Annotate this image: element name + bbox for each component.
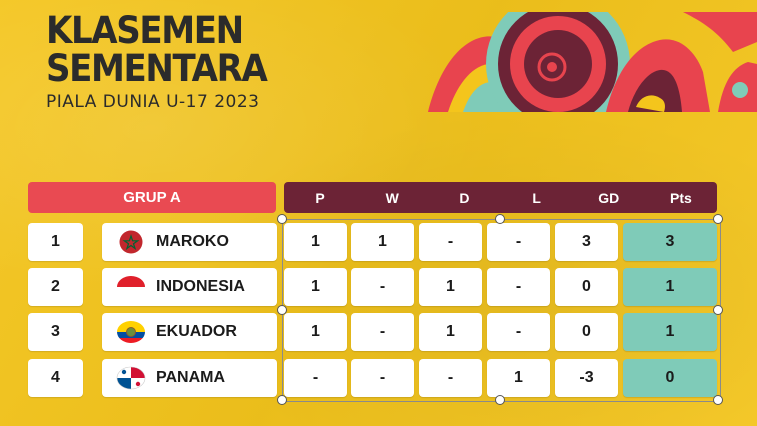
resize-handle-bottom-right[interactable] (713, 395, 723, 405)
stat-cell-goal-difference: 0 (555, 313, 618, 351)
column-header-goal-difference: GD (598, 189, 620, 206)
stat-cell-goal-difference: 3 (555, 223, 618, 261)
resize-handle-left[interactable] (277, 305, 287, 315)
stat-cell-played: 1 (284, 268, 347, 306)
ecuador-flag-icon (117, 321, 145, 343)
page-title-line1: KLASEMEN (46, 9, 244, 52)
stat-cell-goal-difference: -3 (555, 359, 618, 397)
group-header: GRUP A (28, 182, 276, 213)
stat-cell-lost: - (487, 223, 550, 261)
rank-cell: 1 (28, 223, 83, 261)
resize-handle-right[interactable] (713, 305, 723, 315)
resize-handle-top[interactable] (495, 214, 505, 224)
stat-cell-drawn: - (419, 359, 482, 397)
column-header-drawn: D (459, 189, 470, 206)
stat-cell-won: - (351, 359, 414, 397)
stat-cell-points: 0 (623, 359, 717, 397)
stat-cell-lost: - (487, 268, 550, 306)
panama-flag-icon (116, 366, 146, 390)
resize-handle-top-left[interactable] (277, 214, 287, 224)
stat-cell-played: 1 (284, 223, 347, 261)
stat-cell-drawn: - (419, 223, 482, 261)
stat-cell-won: - (351, 313, 414, 351)
stat-cell-points: 1 (623, 313, 717, 351)
column-header-played: P (315, 189, 325, 206)
team-cell: MAROKO (102, 223, 277, 261)
team-cell: PANAMA (102, 359, 277, 397)
stat-cell-played: - (284, 359, 347, 397)
stat-cell-goal-difference: 0 (555, 268, 618, 306)
rank-cell: 2 (28, 268, 83, 306)
stat-cell-won: 1 (351, 223, 414, 261)
rank-cell: 4 (28, 359, 83, 397)
team-name: INDONESIA (156, 278, 245, 295)
stat-cell-lost: 1 (487, 359, 550, 397)
column-header-points: Pts (670, 189, 692, 206)
column-header-bar: P W D L GD Pts (284, 182, 717, 213)
resize-handle-top-right[interactable] (713, 214, 723, 224)
team-name: EKUADOR (156, 323, 237, 340)
stat-cell-lost: - (487, 313, 550, 351)
team-cell: EKUADOR (102, 313, 277, 351)
stat-cell-drawn: 1 (419, 268, 482, 306)
morocco-flag-icon (119, 230, 143, 254)
stat-cell-played: 1 (284, 313, 347, 351)
team-name: PANAMA (156, 369, 226, 386)
stat-cell-won: - (351, 268, 414, 306)
indonesia-flag-icon (117, 276, 145, 298)
team-name: MAROKO (156, 233, 229, 250)
rank-cell: 3 (28, 313, 83, 351)
resize-handle-bottom-left[interactable] (277, 395, 287, 405)
page-subtitle: PIALA DUNIA U-17 2023 (46, 92, 260, 112)
stat-cell-points: 3 (623, 223, 717, 261)
mascot-illustration (428, 12, 757, 112)
column-header-lost: L (532, 189, 541, 206)
stat-cell-drawn: 1 (419, 313, 482, 351)
column-header-won: W (385, 189, 399, 206)
stat-cell-points: 1 (623, 268, 717, 306)
page-title-line2: SEMENTARA (46, 47, 268, 90)
team-cell: INDONESIA (102, 268, 277, 306)
resize-handle-bottom[interactable] (495, 395, 505, 405)
